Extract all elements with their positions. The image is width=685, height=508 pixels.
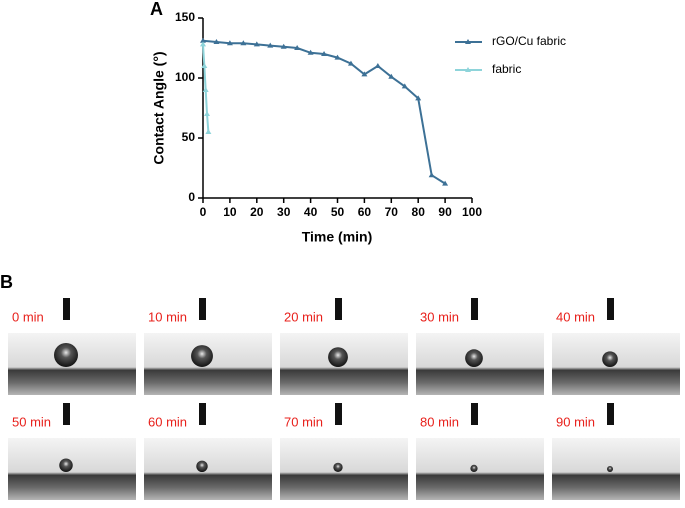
- droplet: [602, 351, 618, 368]
- frame-background: [144, 438, 272, 500]
- needle: [607, 403, 614, 425]
- y-tick-label: 50: [182, 130, 196, 144]
- frame-label: 0 min: [12, 309, 44, 324]
- x-tick-label: 70: [385, 205, 399, 219]
- marker: [202, 87, 209, 92]
- droplet: [470, 464, 478, 472]
- x-tick-label: 60: [358, 205, 372, 219]
- panel-label: A: [150, 0, 163, 19]
- marker: [201, 63, 208, 68]
- droplet: [333, 462, 343, 472]
- x-tick-label: 50: [331, 205, 345, 219]
- marker: [361, 71, 368, 77]
- marker: [200, 41, 206, 47]
- x-tick-label: 90: [438, 205, 452, 219]
- needle: [471, 298, 478, 320]
- droplet: [191, 345, 213, 367]
- marker: [267, 42, 274, 48]
- needle: [63, 298, 70, 320]
- needle: [63, 403, 70, 425]
- marker: [205, 129, 212, 134]
- marker: [253, 41, 260, 47]
- y-axis-title: Contact Angle (°): [151, 51, 167, 164]
- marker: [213, 39, 220, 44]
- droplet: [328, 347, 348, 367]
- droplet: [196, 460, 208, 472]
- marker: [240, 40, 247, 46]
- frame-background: [552, 438, 680, 500]
- x-tick-label: 100: [462, 205, 482, 219]
- marker: [388, 73, 395, 79]
- needle: [471, 403, 478, 425]
- marker: [334, 54, 341, 60]
- legend-label: fabric: [492, 62, 521, 76]
- x-axis-title: Time (min): [302, 229, 373, 245]
- droplet: [54, 343, 78, 367]
- marker: [294, 45, 301, 50]
- needle: [335, 403, 342, 425]
- x-tick-label: 10: [223, 205, 237, 219]
- marker: [442, 180, 449, 186]
- frame-label: 40 min: [556, 309, 595, 324]
- marker: [204, 111, 211, 116]
- droplet: [59, 458, 73, 472]
- marker: [226, 40, 233, 46]
- marker: [401, 83, 408, 89]
- needle: [199, 403, 206, 425]
- frame-label: 50 min: [12, 414, 51, 429]
- marker: [428, 172, 435, 178]
- x-tick-label: 40: [304, 205, 318, 219]
- x-tick-label: 30: [277, 205, 291, 219]
- marker: [307, 49, 314, 55]
- marker: [321, 51, 328, 56]
- panel-label: B: [0, 272, 13, 292]
- marker: [415, 95, 422, 101]
- frame-background: [8, 438, 136, 500]
- frame-label: 60 min: [148, 414, 187, 429]
- frame-label: 20 min: [284, 309, 323, 324]
- needle: [607, 298, 614, 320]
- marker: [200, 37, 206, 43]
- y-tick-label: 100: [175, 70, 195, 84]
- x-tick-label: 20: [250, 205, 264, 219]
- marker: [374, 63, 381, 68]
- legend-label: rGO/Cu fabric: [492, 34, 566, 48]
- frame-label: 10 min: [148, 309, 187, 324]
- needle: [335, 298, 342, 320]
- frame-label: 90 min: [556, 414, 595, 429]
- x-tick-label: 80: [412, 205, 426, 219]
- frame-label: 80 min: [420, 414, 459, 429]
- y-tick-label: 0: [188, 190, 195, 204]
- legend-marker: [465, 39, 471, 44]
- frame-label: 70 min: [284, 414, 323, 429]
- y-tick-label: 150: [175, 10, 195, 24]
- frame-background: [416, 438, 544, 500]
- droplet: [465, 349, 483, 367]
- x-tick-label: 0: [200, 205, 207, 219]
- droplet: [607, 466, 613, 472]
- needle: [199, 298, 206, 320]
- line: [202, 39, 446, 185]
- frame-background: [280, 438, 408, 500]
- frame-label: 30 min: [420, 309, 459, 324]
- marker: [280, 43, 287, 49]
- marker: [347, 60, 354, 66]
- legend-marker: [465, 67, 471, 72]
